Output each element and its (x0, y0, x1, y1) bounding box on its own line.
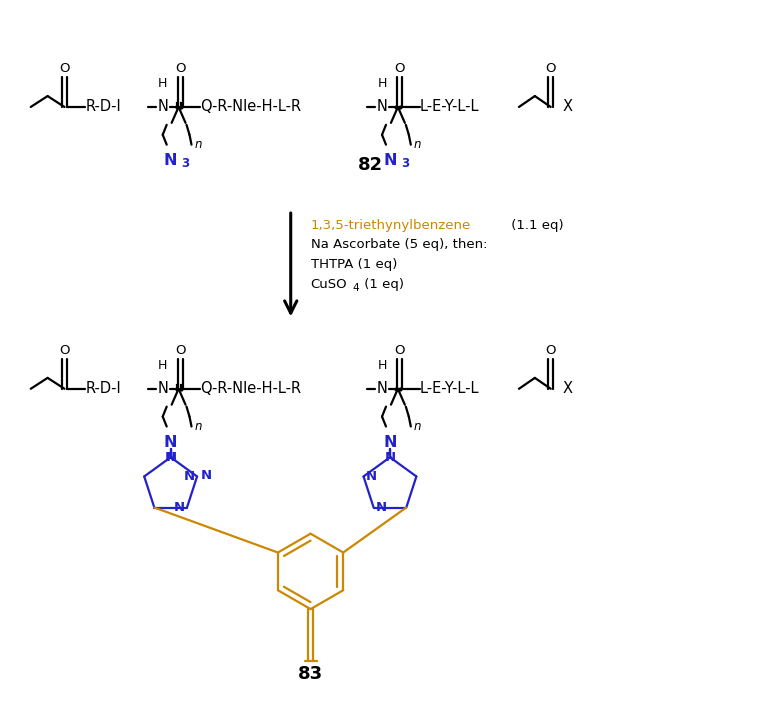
Text: n: n (195, 420, 202, 433)
Text: n: n (414, 420, 421, 433)
Text: N: N (377, 382, 388, 396)
Text: H: H (378, 77, 387, 90)
Text: Na Ascorbate (5 eq), then:: Na Ascorbate (5 eq), then: (311, 238, 487, 251)
Text: N: N (384, 451, 395, 464)
Text: N: N (375, 501, 387, 514)
Text: N: N (174, 501, 185, 514)
Text: H: H (158, 359, 168, 372)
Text: 3: 3 (181, 157, 190, 170)
Text: 82: 82 (358, 156, 383, 174)
Text: H: H (378, 359, 387, 372)
Text: N: N (201, 469, 212, 482)
Text: N: N (383, 435, 397, 450)
Text: Q-R-Nle-H-L-R: Q-R-Nle-H-L-R (201, 99, 301, 114)
Text: n: n (414, 138, 421, 151)
Text: H: H (158, 77, 168, 90)
Text: O: O (59, 62, 70, 75)
Text: THTPA (1 eq): THTPA (1 eq) (311, 258, 397, 272)
Text: (1 eq): (1 eq) (360, 278, 404, 291)
Text: n: n (195, 138, 202, 151)
Text: N: N (383, 153, 397, 168)
Text: O: O (394, 62, 405, 75)
Text: L-E-Y-L-L: L-E-Y-L-L (420, 382, 479, 396)
Text: 3: 3 (401, 157, 409, 170)
Text: 4: 4 (352, 282, 359, 292)
Text: (1.1 eq): (1.1 eq) (507, 219, 564, 232)
Text: N: N (164, 435, 178, 450)
Text: 83: 83 (298, 665, 323, 683)
Text: O: O (394, 344, 405, 357)
Text: N: N (365, 470, 377, 483)
Text: N: N (165, 451, 176, 464)
Text: N: N (158, 382, 168, 396)
Text: N: N (377, 99, 388, 114)
Text: X: X (563, 382, 573, 396)
Text: CuSO: CuSO (311, 278, 347, 291)
Text: N: N (184, 470, 195, 483)
Text: O: O (59, 344, 70, 357)
Text: N: N (158, 99, 168, 114)
Text: O: O (175, 62, 186, 75)
Text: O: O (545, 62, 556, 75)
Text: R-D-I: R-D-I (85, 382, 121, 396)
Text: X: X (563, 99, 573, 114)
Text: N: N (166, 451, 177, 464)
Text: Q-R-Nle-H-L-R: Q-R-Nle-H-L-R (201, 382, 301, 396)
Text: O: O (545, 344, 556, 357)
Text: R-D-I: R-D-I (85, 99, 121, 114)
Text: O: O (175, 344, 186, 357)
Text: 1,3,5-triethynylbenzene: 1,3,5-triethynylbenzene (311, 219, 471, 232)
Text: N: N (164, 153, 178, 168)
Text: L-E-Y-L-L: L-E-Y-L-L (420, 99, 479, 114)
